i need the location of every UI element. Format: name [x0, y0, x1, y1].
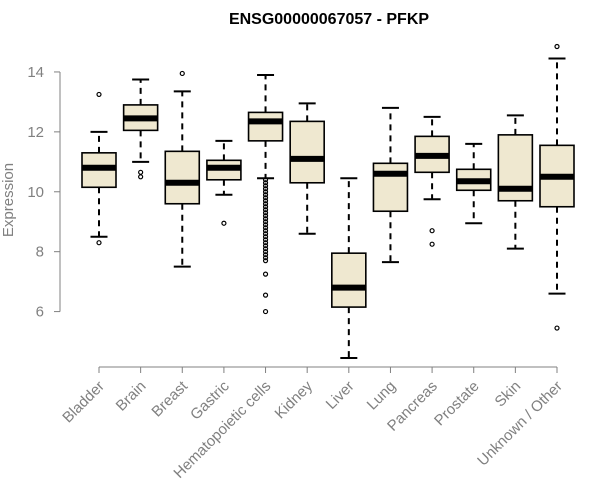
box-brain: [122, 78, 159, 180]
outlier-point: [262, 292, 269, 298]
box-iqr: [372, 162, 409, 213]
chart-title: ENSG00000067057 - PFKP: [229, 11, 429, 28]
box-group: [81, 43, 575, 360]
x-tick-label: Lung: [364, 378, 400, 414]
outlier-point: [262, 216, 269, 222]
y-axis-title: Expression: [0, 163, 17, 237]
outlier-point: [262, 219, 269, 225]
outlier-point: [262, 183, 269, 189]
outlier-point: [262, 198, 269, 204]
outlier-point: [262, 234, 269, 240]
box-iqr: [247, 111, 284, 142]
box-liver: [331, 177, 367, 360]
outlier-point: [138, 174, 144, 180]
outlier-point: [96, 91, 102, 98]
outlier-point: [262, 180, 269, 186]
outlier-point: [179, 70, 185, 77]
outlier-point: [262, 228, 269, 234]
outlier-point: [429, 241, 435, 247]
outlier-point: [262, 255, 269, 261]
outlier-point: [262, 308, 269, 315]
box-pancreas: [414, 115, 450, 247]
box-breast: [164, 70, 201, 268]
outlier-point: [554, 43, 560, 50]
box-iqr: [289, 120, 325, 184]
outlier-point: [262, 207, 269, 213]
outlier-point: [262, 201, 269, 207]
box-gastric: [206, 139, 242, 226]
y-tick-label: 10: [27, 184, 44, 201]
outlier-point: [262, 237, 269, 243]
x-tick-label: Breast: [148, 377, 191, 420]
x-tick-label: Skin: [492, 378, 525, 411]
outlier-point: [262, 195, 269, 201]
outlier-point: [262, 222, 269, 228]
box-unknown-other: [539, 43, 575, 331]
x-tick-label: Kidney: [272, 377, 317, 422]
outlier-point: [262, 240, 269, 246]
y-tick-label: 12: [27, 124, 44, 141]
x-tick-label: Bladder: [59, 378, 108, 427]
outlier-point: [262, 258, 269, 264]
outlier-point: [429, 228, 435, 234]
box-hematopoietic-cells: [247, 73, 284, 315]
box-iqr: [164, 150, 201, 205]
x-tick-label: Prostate: [431, 378, 483, 430]
outlier-point: [262, 189, 269, 195]
outlier-point: [262, 246, 269, 252]
y-axis: 6 8 10 12 14: [27, 64, 61, 321]
outlier-point: [554, 325, 560, 331]
box-kidney: [289, 102, 325, 235]
box-bladder: [81, 91, 117, 246]
box-prostate: [455, 142, 492, 225]
outlier-point: [96, 240, 102, 246]
x-tick-label: Brain: [113, 378, 150, 415]
outlier-point: [262, 225, 269, 231]
outlier-point: [262, 249, 269, 255]
outlier-point: [262, 210, 269, 216]
x-tick-label: Liver: [323, 378, 358, 413]
box-skin: [497, 114, 534, 250]
box-lung: [372, 106, 409, 264]
y-tick-label: 14: [27, 64, 44, 81]
outlier-point: [262, 243, 269, 249]
outlier-point: [262, 186, 269, 192]
outlier-point: [262, 213, 269, 219]
box-iqr: [331, 252, 367, 308]
outlier-point: [262, 177, 269, 183]
outlier-point: [262, 271, 269, 277]
y-tick-label: 6: [36, 304, 44, 321]
outlier-point: [221, 220, 227, 226]
outlier-point: [262, 252, 269, 258]
outlier-point: [138, 169, 144, 175]
y-tick-label: 8: [36, 244, 44, 261]
outlier-point: [262, 231, 269, 237]
outlier-point: [262, 192, 269, 198]
outlier-point: [262, 204, 269, 210]
